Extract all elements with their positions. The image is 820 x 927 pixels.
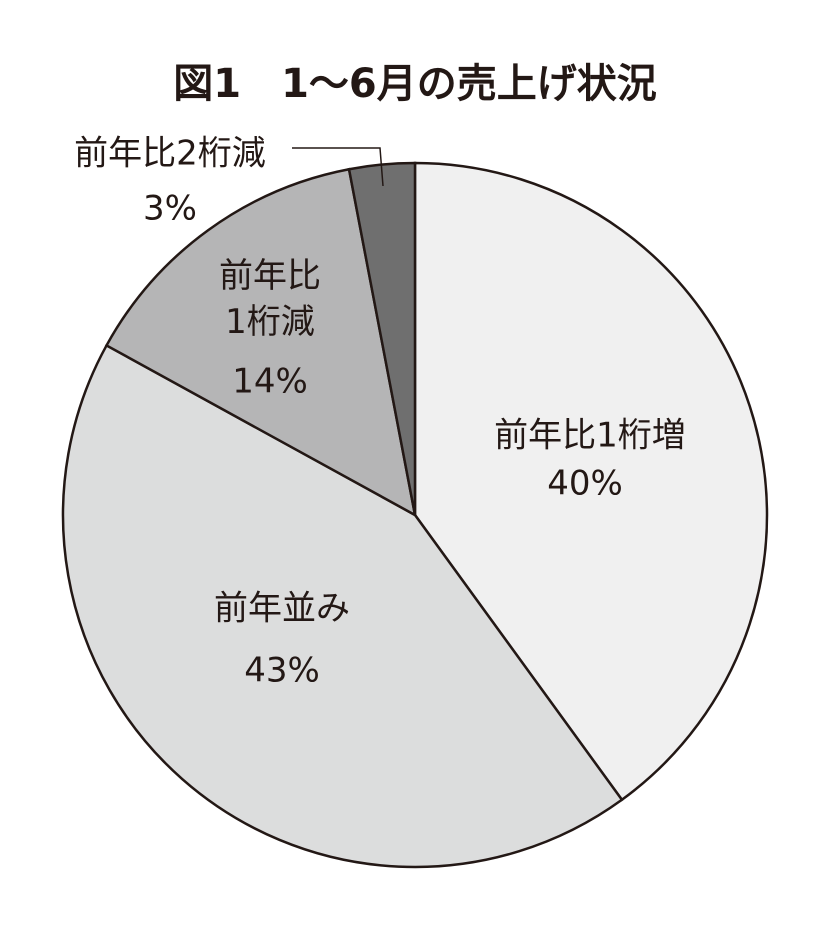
slice-label: 前年比2桁減	[74, 134, 266, 174]
leader-line	[292, 147, 384, 187]
chart-title: 図1 1〜6月の売上げ状況	[173, 61, 657, 107]
value-label: 3%	[143, 189, 197, 229]
value-label: 40%	[547, 464, 623, 504]
value-label: 43%	[244, 651, 320, 691]
pie-slice	[61, 343, 624, 869]
slice-label: 前年並み	[214, 589, 350, 629]
pie-slice	[413, 161, 769, 802]
slice-label: 前年比 1桁減	[219, 256, 321, 342]
pie-slice	[104, 167, 417, 518]
value-label: 14%	[232, 362, 308, 402]
slice-label: 前年比1桁増	[494, 416, 686, 456]
